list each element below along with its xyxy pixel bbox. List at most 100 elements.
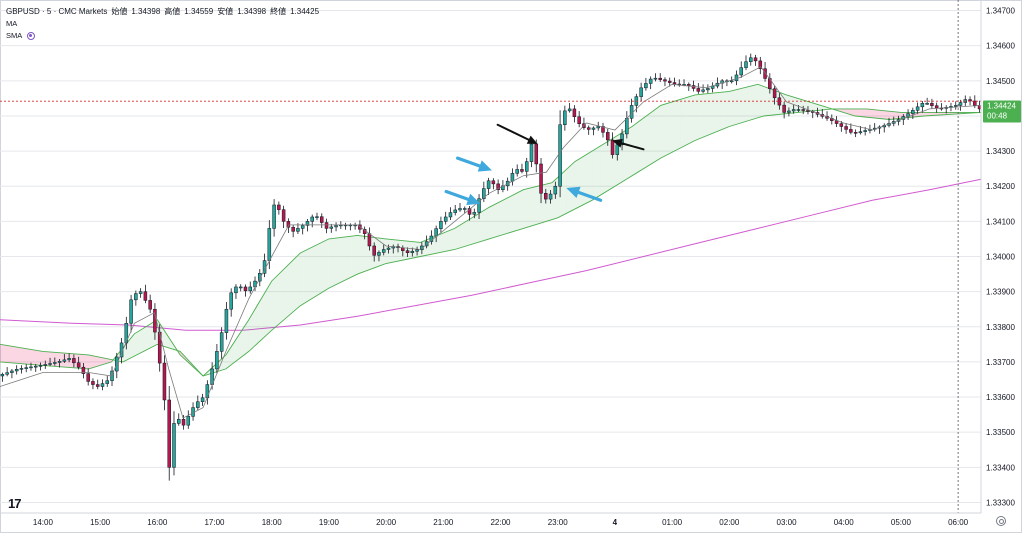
candle-body (639, 87, 643, 97)
price-axis[interactable]: 1.347001.346001.345001.344001.343001.342… (980, 0, 1021, 513)
low-value: 1.34398 (237, 7, 267, 16)
candle (753, 54, 758, 66)
candle-body (610, 139, 615, 155)
candle (930, 98, 934, 109)
candle (91, 378, 95, 390)
cloud-segment (514, 192, 518, 232)
cloud-segment (457, 224, 461, 249)
indicator-ma[interactable]: MA (6, 18, 319, 30)
candle (372, 242, 376, 262)
y-tick-label-10: 1.33700 (986, 358, 1015, 367)
cloud-segment (134, 332, 138, 357)
cloud-segment (757, 84, 761, 118)
candle (515, 164, 519, 177)
candle-body (329, 226, 334, 229)
cloud-segment (380, 238, 384, 266)
cloud-segment (740, 87, 744, 123)
candle-body (367, 233, 372, 247)
tradingview-logo-icon[interactable]: 17 (8, 496, 22, 511)
candle (53, 357, 57, 366)
candle (572, 105, 577, 123)
indicator-settings-icon[interactable] (27, 32, 36, 40)
cloud-segment (720, 91, 724, 131)
candle-body (224, 308, 229, 333)
cloud-segment (600, 144, 604, 196)
candle (315, 212, 319, 221)
candle (19, 365, 24, 374)
candle-body (72, 358, 76, 364)
candle (238, 284, 243, 292)
x-tick-label-11: 01:00 (662, 518, 683, 527)
indicator-ma-label: MA (6, 19, 18, 28)
candle (925, 97, 929, 105)
cloud-segment (20, 347, 23, 364)
candle-body (648, 78, 653, 84)
cloud-segment (303, 250, 307, 304)
candle-body (973, 100, 977, 106)
candle-body (415, 249, 419, 252)
candle (105, 376, 110, 387)
cloud-segment (752, 85, 756, 120)
symbol-title[interactable]: GBPUSD · 5 · CMC Markets (6, 7, 108, 16)
candle-body (920, 103, 925, 108)
indicator-sma[interactable]: SMA (6, 30, 319, 42)
candle-body (658, 77, 662, 80)
candle-body (95, 384, 100, 387)
cloud-segment (328, 238, 332, 289)
candle (448, 207, 453, 220)
cloud-segment (137, 330, 141, 355)
time-axis[interactable]: 14:00 15:00 16:00 17:00 18:00 19:00 20:00 21:00… (0, 512, 981, 527)
arrow-blue-1 (444, 189, 481, 206)
cloud-segment (94, 356, 98, 368)
candle (291, 224, 295, 238)
y-tick-label-4: 1.34300 (986, 147, 1015, 156)
cloud-segment (574, 159, 578, 210)
arrow-shaft (496, 123, 530, 141)
cloud-segment (938, 112, 941, 116)
cloud-segment (343, 236, 347, 282)
y-tick-label-0: 1.34700 (986, 7, 1015, 16)
cloud-segment (563, 169, 567, 215)
candle-body (520, 169, 524, 172)
cloud-segment (440, 233, 444, 253)
cloud-segment (700, 93, 704, 139)
cloud-segment (5, 345, 9, 363)
cloud-segment (363, 236, 367, 272)
cloud-segment (31, 349, 35, 365)
cloud-segment (577, 158, 581, 208)
cloud-segment (503, 198, 507, 235)
cloud-slow-line (0, 108, 981, 377)
candle-body (687, 84, 691, 86)
candle-body (758, 60, 763, 69)
candle (968, 96, 972, 106)
candle (124, 316, 129, 350)
cloud-segment (717, 92, 721, 132)
cloud-segment (855, 108, 859, 117)
cloud-segment (626, 128, 630, 180)
candle-body (706, 88, 710, 91)
candle (872, 123, 877, 132)
cloud-segment (660, 104, 664, 159)
settings-gear-icon[interactable] (996, 516, 1006, 526)
candle-body (472, 212, 477, 215)
arrow-head (477, 160, 492, 172)
candle (381, 244, 386, 256)
candle (467, 205, 472, 221)
cloud-segment (283, 267, 287, 321)
candle-body (601, 126, 605, 133)
candle (763, 62, 767, 82)
cloud-segment (546, 183, 550, 222)
candle (806, 106, 810, 115)
ma-cloud (0, 83, 982, 377)
price-badge (983, 100, 1021, 123)
candle-body (729, 80, 734, 83)
candle (205, 380, 210, 405)
candle-body (739, 67, 743, 76)
cloud-segment (849, 108, 853, 116)
cloud-segment (649, 111, 653, 166)
candle-body (315, 216, 319, 218)
cloud-segment (22, 348, 26, 365)
cloud-segment (240, 328, 244, 358)
